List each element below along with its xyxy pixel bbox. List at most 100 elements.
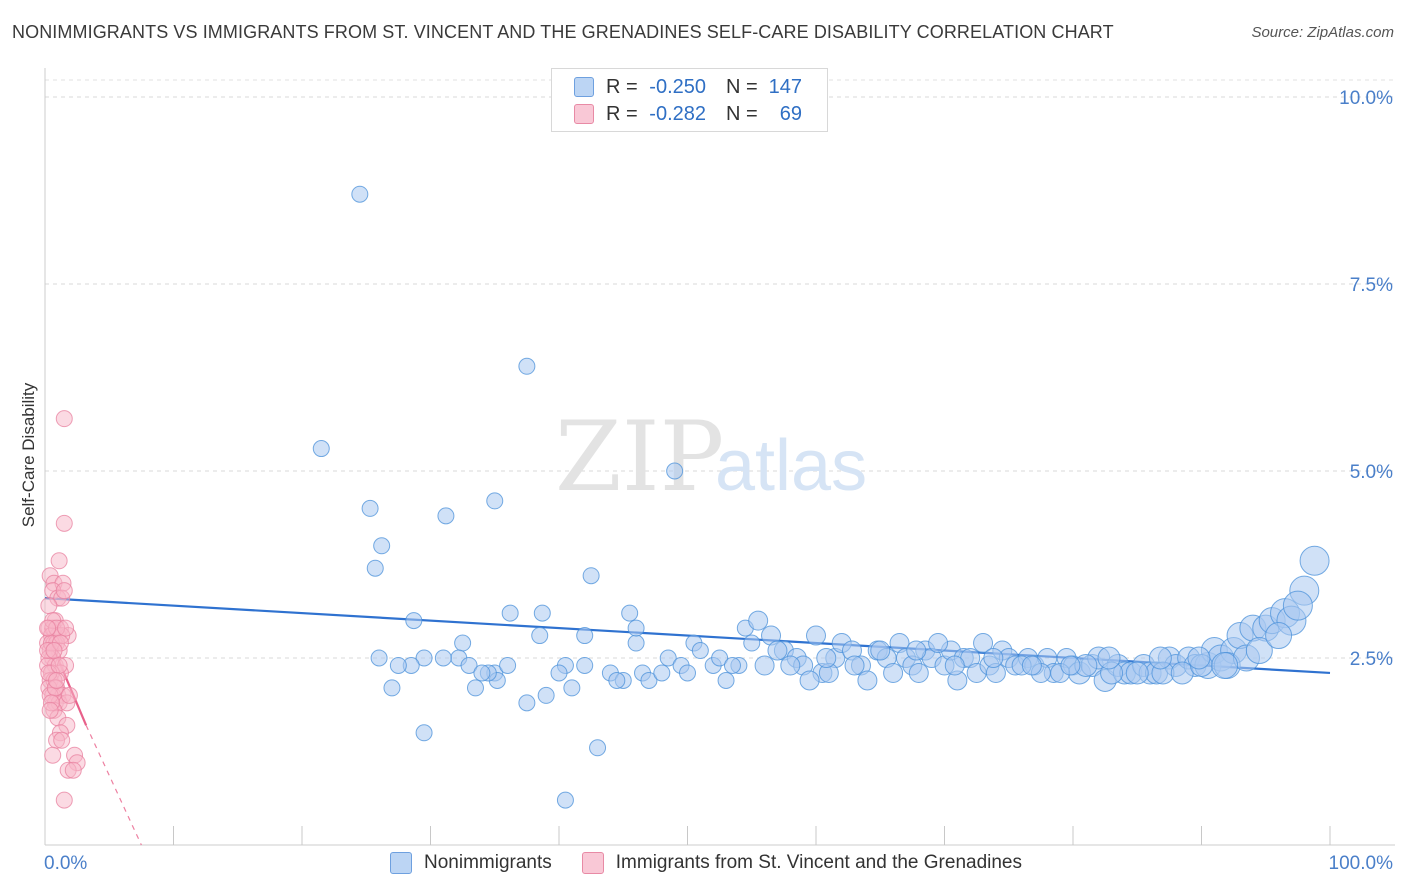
- legend-n-label: N =: [726, 75, 758, 98]
- tick-labels: 2.5% 5.0% 7.5% 10.0% 0.0% 100.0% Self-Care Dis…: [19, 88, 1393, 874]
- data-point-nonimmigrants: [883, 662, 904, 683]
- data-point-nonimmigrants: [383, 679, 401, 697]
- correlation-legend: R = -0.250 N = 147 R = -0.282 N = 69: [551, 68, 828, 132]
- data-point-nonimmigrants: [908, 662, 929, 683]
- series-legend: Nonimmigrants Immigrants from St. Vincen…: [390, 852, 1052, 874]
- data-point-nonimmigrants: [711, 649, 729, 667]
- data-point-nonimmigrants: [1265, 622, 1293, 650]
- data-point-nonimmigrants: [415, 649, 433, 667]
- data-point-nonimmigrants: [533, 604, 551, 622]
- data-point-nonimmigrants: [1021, 655, 1042, 676]
- data-point-nonimmigrants: [627, 634, 645, 652]
- data-point-nonimmigrants: [767, 640, 788, 661]
- data-point-immigrants: [44, 746, 62, 764]
- data-point-nonimmigrants: [928, 633, 949, 654]
- data-point-immigrants: [50, 552, 68, 570]
- legend-row-immigrants: R = -0.282 N = 69: [574, 101, 802, 127]
- data-point-nonimmigrants: [351, 185, 369, 203]
- x-tick-label-min: 0.0%: [44, 853, 87, 874]
- data-point-nonimmigrants: [857, 670, 878, 691]
- data-point-nonimmigrants: [653, 664, 671, 682]
- data-point-nonimmigrants: [723, 656, 741, 674]
- data-point-immigrants: [55, 410, 73, 428]
- y-tick-label: 10.0%: [1339, 88, 1393, 109]
- data-point-nonimmigrants: [454, 634, 472, 652]
- data-point-nonimmigrants: [666, 462, 684, 480]
- data-point-nonimmigrants: [627, 619, 645, 637]
- data-point-nonimmigrants: [659, 649, 677, 667]
- data-point-nonimmigrants: [370, 649, 388, 667]
- legend-n-value: 69: [779, 102, 802, 125]
- data-point-nonimmigrants: [466, 679, 484, 697]
- immigrants-points: [39, 410, 86, 809]
- data-point-nonimmigrants: [754, 655, 775, 676]
- data-point-nonimmigrants: [460, 656, 478, 674]
- data-point-nonimmigrants: [373, 537, 391, 555]
- series-swatch-blue: [390, 852, 412, 874]
- data-point-nonimmigrants: [576, 656, 594, 674]
- data-point-nonimmigrants: [944, 655, 965, 676]
- data-point-immigrants: [60, 686, 78, 704]
- legend-r-label: R =: [606, 102, 638, 125]
- data-point-nonimmigrants: [589, 739, 607, 757]
- data-point-nonimmigrants: [361, 499, 379, 517]
- data-point-nonimmigrants: [415, 724, 433, 742]
- data-point-nonimmigrants: [906, 640, 927, 661]
- data-point-nonimmigrants: [799, 670, 820, 691]
- legend-r-label: R =: [606, 75, 638, 98]
- series-label: Immigrants from St. Vincent and the Gren…: [615, 852, 1023, 873]
- watermark-zip: ZIP: [555, 401, 724, 513]
- legend-swatch-blue: [574, 77, 594, 97]
- data-point-nonimmigrants: [1097, 646, 1121, 670]
- data-point-nonimmigrants: [679, 664, 696, 682]
- data-point-nonimmigrants: [434, 649, 452, 667]
- legend-swatch-pink: [574, 104, 594, 124]
- data-point-nonimmigrants: [366, 559, 384, 577]
- data-point-nonimmigrants: [550, 664, 568, 682]
- data-point-nonimmigrants: [405, 612, 423, 630]
- series-legend-item-immigrants: Immigrants from St. Vincent and the Gren…: [581, 852, 1023, 874]
- data-point-nonimmigrants: [531, 627, 549, 645]
- data-point-nonimmigrants: [844, 655, 865, 676]
- data-point-nonimmigrants: [499, 656, 517, 674]
- data-point-nonimmigrants: [582, 567, 600, 585]
- gridlines: [45, 79, 1395, 659]
- data-point-nonimmigrants: [780, 655, 801, 676]
- data-point-nonimmigrants: [983, 648, 1004, 668]
- data-point-nonimmigrants: [748, 610, 769, 631]
- data-point-nonimmigrants: [608, 671, 626, 689]
- data-point-immigrants: [48, 671, 66, 689]
- y-tick-label: 7.5%: [1350, 275, 1393, 296]
- series-label: Nonimmigrants: [424, 852, 552, 873]
- legend-n-value: 147: [768, 75, 802, 98]
- data-point-nonimmigrants: [1211, 651, 1239, 679]
- data-point-immigrants: [64, 761, 82, 779]
- data-point-immigrants: [39, 619, 57, 637]
- data-point-nonimmigrants: [1282, 590, 1313, 621]
- data-point-nonimmigrants: [1170, 661, 1194, 685]
- trend-line-immigrants-extension: [85, 725, 142, 846]
- y-tick-label: 5.0%: [1350, 462, 1393, 483]
- legend-r-value: -0.282: [649, 102, 706, 125]
- data-point-immigrants: [55, 791, 73, 809]
- legend-row-nonimmigrants: R = -0.250 N = 147: [574, 74, 802, 100]
- data-point-nonimmigrants: [486, 492, 504, 510]
- source-label: Source: ZipAtlas.com: [1251, 24, 1394, 41]
- data-point-nonimmigrants: [518, 357, 536, 375]
- data-point-immigrants: [55, 582, 73, 600]
- data-point-nonimmigrants: [437, 507, 455, 525]
- chart-title: NONIMMIGRANTS VS IMMIGRANTS FROM ST. VIN…: [12, 22, 1114, 42]
- legend-n-label: N =: [726, 102, 758, 125]
- data-point-nonimmigrants: [816, 648, 837, 668]
- y-tick-label: 2.5%: [1350, 649, 1393, 670]
- data-point-nonimmigrants: [556, 791, 574, 809]
- legend-r-value: -0.250: [649, 75, 706, 98]
- data-point-nonimmigrants: [518, 694, 536, 712]
- data-point-immigrants: [41, 701, 59, 719]
- series-swatch-pink: [581, 852, 604, 874]
- watermark-atlas: atlas: [715, 426, 867, 506]
- data-point-nonimmigrants: [563, 679, 581, 697]
- data-point-nonimmigrants: [537, 686, 555, 704]
